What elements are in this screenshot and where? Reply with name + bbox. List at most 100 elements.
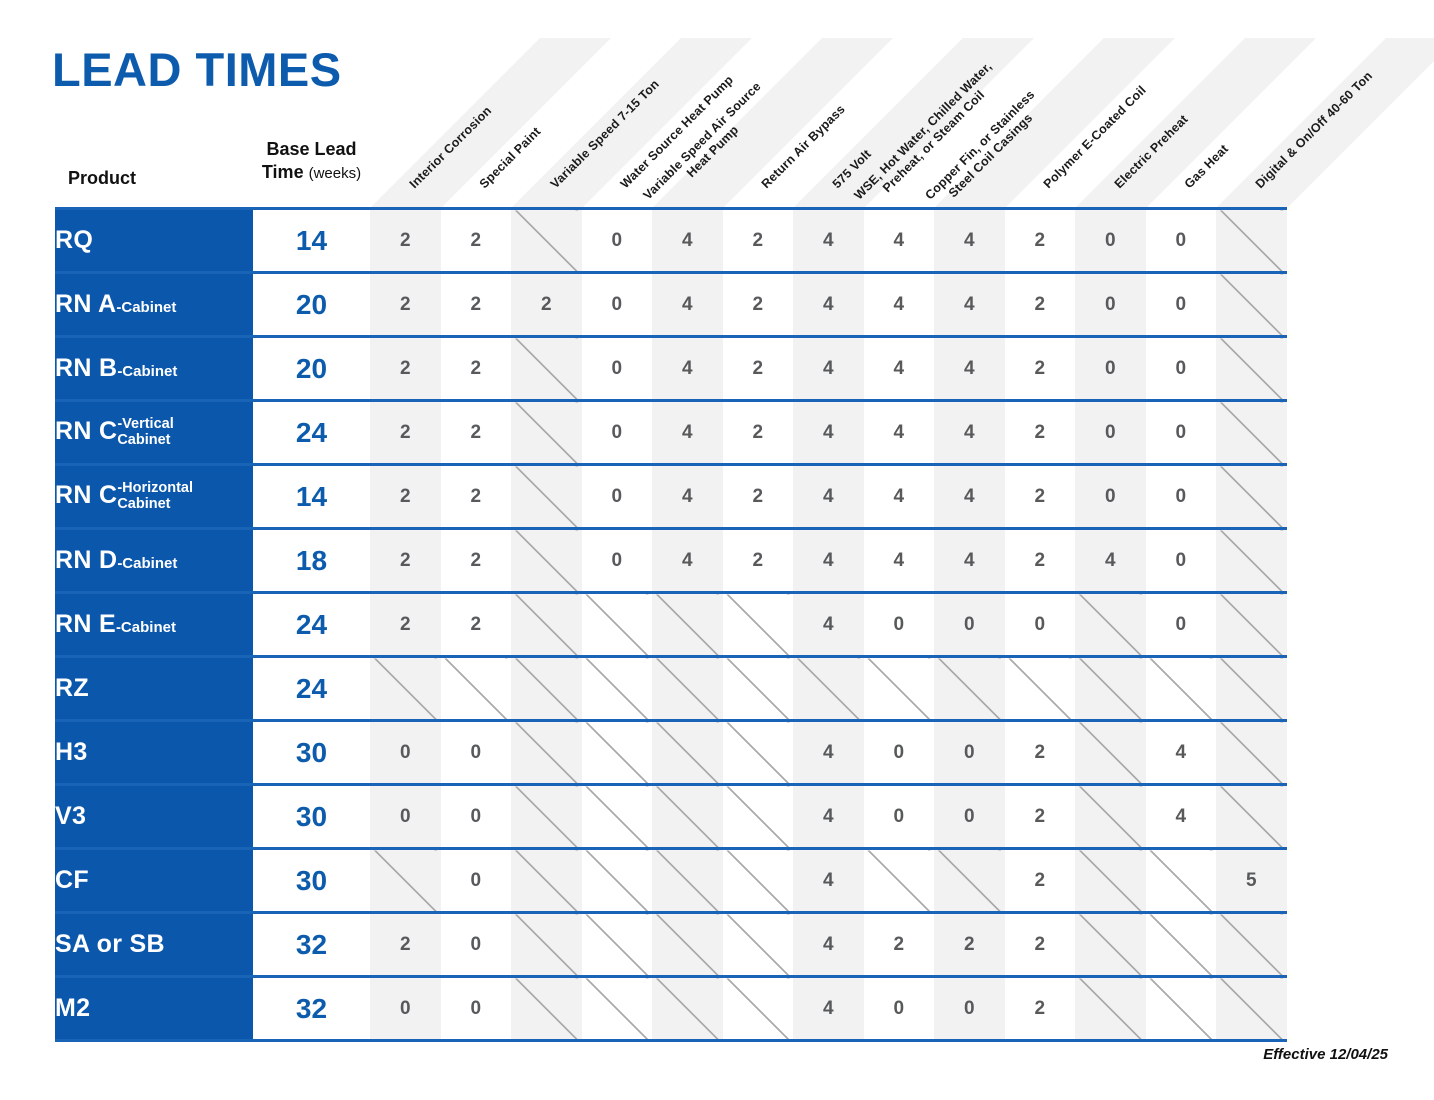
na-cell [934, 656, 1005, 722]
column-header-gas-heat: Gas Heat [1182, 141, 1232, 191]
lead-time-cell: 2 [440, 592, 511, 658]
base-lead-line2: Time (weeks) [261, 162, 362, 182]
na-cell [511, 207, 582, 274]
lead-time-cell: 2 [1004, 720, 1075, 786]
na-cell [581, 848, 652, 914]
lead-time-cell: 2 [370, 592, 441, 658]
lead-time-cell: 2 [370, 528, 441, 594]
lead-time-cell: 4 [793, 592, 864, 658]
na-cell [1216, 912, 1287, 978]
product-cell: RN E-Cabinet [55, 592, 253, 658]
lead-time-cell: 0 [1145, 464, 1216, 530]
na-cell [1216, 720, 1287, 786]
lead-time-cell: 0 [581, 207, 652, 274]
product-cell: RN D-Cabinet [55, 528, 253, 594]
base-lead-cell: 14 [253, 207, 370, 274]
lead-times-table: RQ 14 2 2 0 4 2 4 4 4 2 0 0 RN A-Cabinet 20 2 2 2 0 4 2 4 4 4 2 0… [55, 207, 1287, 1042]
table-row-m2: M2 32 0 0 4 0 0 2 [55, 976, 1287, 1042]
lead-time-cell: 2 [1004, 528, 1075, 594]
base-lead-cell: 20 [253, 272, 370, 338]
base-lead-cell: 30 [253, 784, 370, 850]
lead-time-cell: 2 [863, 912, 934, 978]
base-lead-column-header: Base Lead Time (weeks) [253, 138, 370, 185]
na-cell [1216, 976, 1287, 1042]
base-lead-cell: 24 [253, 656, 370, 722]
product-name: RN C [55, 480, 118, 509]
lead-time-cell: 0 [440, 976, 511, 1042]
lead-time-cell: 4 [793, 207, 864, 274]
lead-time-cell: 0 [1075, 400, 1146, 466]
na-cell [1075, 848, 1146, 914]
lead-time-cell: 4 [934, 464, 1005, 530]
table-row-cf: CF 30 0 4 2 5 [55, 848, 1287, 914]
lead-time-cell: 2 [370, 912, 441, 978]
na-cell [1216, 528, 1287, 594]
product-cell: CF [55, 848, 253, 914]
na-cell [581, 720, 652, 786]
product-suffix-line: Cabinet [117, 432, 171, 449]
base-lead-cell: 30 [253, 720, 370, 786]
lead-time-cell: 5 [1216, 848, 1287, 914]
product-cell: V3 [55, 784, 253, 850]
lead-time-cell: 4 [934, 528, 1005, 594]
na-cell [1216, 207, 1287, 274]
base-lead-cell: 24 [253, 592, 370, 658]
lead-time-cell: 2 [1004, 848, 1075, 914]
lead-time-cell: 2 [440, 336, 511, 402]
lead-time-cell: 4 [793, 400, 864, 466]
product-cell: RN B-Cabinet [55, 336, 253, 402]
na-cell [652, 656, 723, 722]
na-cell [652, 976, 723, 1042]
lead-time-cell: 2 [370, 464, 441, 530]
lead-time-cell: 4 [863, 272, 934, 338]
lead-time-cell: 0 [1145, 272, 1216, 338]
lead-time-cell: 4 [1145, 720, 1216, 786]
table-row-rn-d-cabinet: RN D-Cabinet 18 2 2 0 4 2 4 4 4 2 4 0 [55, 528, 1287, 594]
na-cell [440, 656, 511, 722]
na-cell [1216, 272, 1287, 338]
lead-time-cell: 0 [1075, 272, 1146, 338]
base-lead-cell: 24 [253, 400, 370, 466]
table-row-rn-c-vertical-cabinet: RN C -Vertical Cabinet 24 2 2 0 4 2 4 4 4 2 0 0 [55, 400, 1287, 466]
column-header-special-paint: Special Paint [477, 124, 544, 191]
lead-time-cell: 4 [793, 784, 864, 850]
na-cell [511, 720, 582, 786]
table-row-rn-c-horizontal-cabinet: RN C -Horizontal Cabinet 14 2 2 0 4 2 4 4 4 2 0 0 [55, 464, 1287, 530]
base-lead-cell: 18 [253, 528, 370, 594]
product-name: M2 [55, 994, 91, 1022]
product-name: RN E [55, 610, 116, 638]
na-cell [1145, 848, 1216, 914]
base-lead-cell: 14 [253, 464, 370, 530]
lead-time-cell: 0 [581, 272, 652, 338]
column-header-line: Special Paint [476, 123, 544, 191]
lead-time-cell: 4 [793, 848, 864, 914]
na-cell [652, 848, 723, 914]
product-suffix: -Horizontal Cabinet [117, 480, 193, 512]
lead-time-cell: 0 [370, 784, 441, 850]
na-cell [1004, 656, 1075, 722]
na-cell [652, 592, 723, 658]
na-cell [581, 784, 652, 850]
product-suffix: -Cabinet [117, 555, 178, 572]
product-name: RQ [55, 226, 94, 254]
lead-time-cell: 2 [440, 528, 511, 594]
product-cell: M2 [55, 976, 253, 1042]
lead-time-cell: 4 [934, 400, 1005, 466]
na-cell [511, 912, 582, 978]
table-row-rn-e-cabinet: RN E-Cabinet 24 2 2 4 0 0 0 0 [55, 592, 1287, 658]
table-row-rn-b-cabinet: RN B-Cabinet 20 2 2 0 4 2 4 4 4 2 0 0 [55, 336, 1287, 402]
lead-time-cell: 0 [370, 976, 441, 1042]
lead-time-cell: 2 [1004, 336, 1075, 402]
table-row-rz: RZ 24 [55, 656, 1287, 722]
lead-time-cell: 2 [1004, 464, 1075, 530]
na-cell [1075, 784, 1146, 850]
na-cell [581, 656, 652, 722]
product-cell: SA or SB [55, 912, 253, 978]
na-cell [370, 848, 441, 914]
lead-time-cell: 2 [722, 336, 793, 402]
lead-time-cell: 2 [722, 272, 793, 338]
lead-time-cell: 4 [1075, 528, 1146, 594]
na-cell [511, 400, 582, 466]
lead-time-cell: 0 [1075, 336, 1146, 402]
